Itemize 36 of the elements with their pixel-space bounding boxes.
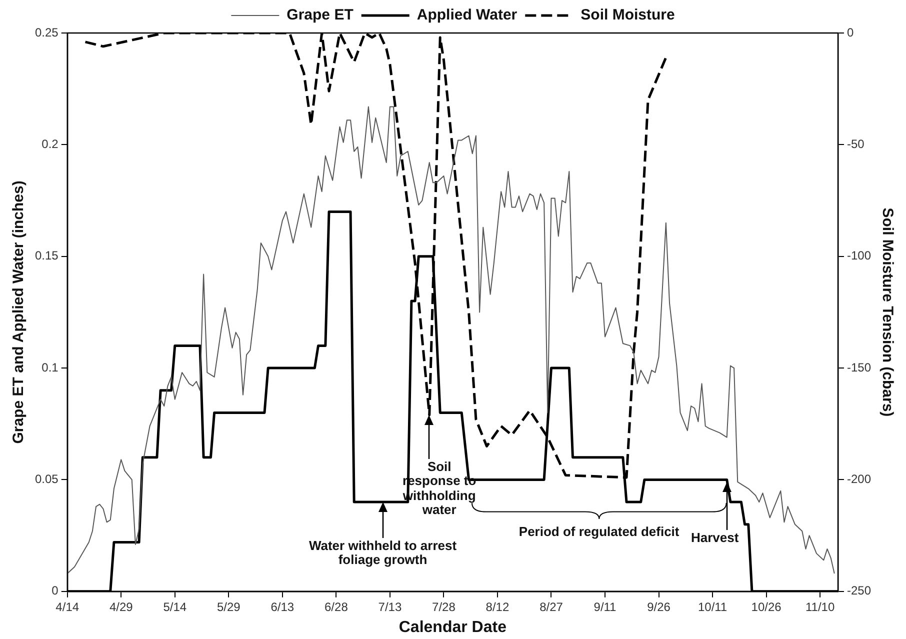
x-tick-label: 6/13 (270, 600, 294, 614)
y2-tick-label: -100 (846, 248, 872, 263)
x-tick-label: 10/26 (751, 600, 782, 614)
x-tick-label: 7/28 (432, 600, 456, 614)
x-tick-label: 8/12 (486, 600, 510, 614)
y-tick-label: 0.2 (42, 136, 59, 151)
y-tick-label: 0.1 (42, 360, 59, 374)
legend-label: Grape ET (286, 6, 354, 24)
y-tick-label: 0 (52, 584, 59, 598)
annotation: Water withheld to arrest foliage growth (308, 538, 458, 568)
x-tick-label: 9/11 (594, 600, 617, 614)
x-tick-label: 9/26 (647, 600, 671, 614)
x-axis-title: Calendar Date (398, 618, 507, 636)
x-tick-label: 8/27 (540, 600, 564, 614)
y-tick-label: 0.25 (34, 25, 59, 40)
x-tick-label: 5/29 (216, 600, 241, 614)
x-tick-label: 4/29 (109, 600, 134, 614)
y2-tick-label: -50 (846, 136, 865, 151)
y2-axis-title: Soil Moisture Tension (cbars) (878, 208, 896, 417)
y-axis-title: Grape ET and Applied Water (inches) (10, 180, 28, 444)
legend-label: Soil Moisture (580, 6, 675, 24)
y2-tick-label: -200 (846, 472, 872, 486)
x-tick-label: 11/10 (805, 600, 835, 614)
y2-tick-label: -250 (846, 584, 872, 598)
y-tick-label: 0.05 (34, 472, 59, 486)
x-tick-label: 6/28 (324, 600, 348, 614)
y-tick-label: 0.15 (34, 248, 59, 263)
annotation: Period of regulated deficit (518, 524, 680, 540)
x-tick-label: 7/13 (378, 600, 402, 614)
x-tick-label: 5/14 (163, 600, 187, 614)
y2-tick-label: -150 (846, 360, 872, 374)
x-tick-label: 4/14 (56, 600, 80, 614)
x-tick-label: 10/11 (698, 600, 728, 614)
annotation: Harvest (691, 530, 739, 545)
legend-label: Applied Water (416, 6, 518, 24)
y2-tick-label: 0 (846, 25, 854, 40)
